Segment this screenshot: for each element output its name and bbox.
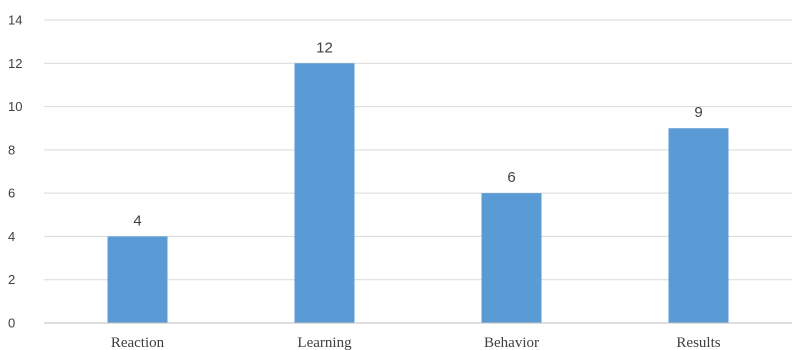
- data-label: 12: [316, 39, 333, 56]
- category-label: Learning: [297, 335, 352, 350]
- category-label: Results: [676, 335, 720, 350]
- y-tick-labels: 0 2 4 6 8 10 12 14: [8, 13, 22, 331]
- y-tick-label: 0: [8, 316, 15, 331]
- bar-learning: [294, 63, 355, 324]
- data-label: 9: [694, 104, 702, 121]
- y-tick-label: 4: [8, 229, 15, 244]
- data-label: 4: [133, 212, 141, 229]
- bar-results: [668, 128, 729, 323]
- bars: [107, 63, 729, 324]
- y-tick-label: 10: [8, 99, 22, 114]
- y-tick-label: 14: [8, 13, 22, 28]
- category-labels: Reaction Learning Behavior Results: [111, 335, 721, 350]
- bar-behavior: [481, 193, 542, 323]
- category-label: Behavior: [484, 335, 539, 350]
- data-label: 6: [507, 169, 515, 186]
- bar-reaction: [107, 236, 168, 323]
- category-label: Reaction: [111, 335, 165, 350]
- y-tick-label: 12: [8, 56, 22, 71]
- gridlines: [44, 19, 792, 281]
- y-tick-label: 6: [8, 186, 15, 201]
- data-labels: 4 12 6 9: [133, 39, 702, 229]
- y-tick-label: 8: [8, 142, 15, 157]
- y-tick-label: 2: [8, 272, 15, 287]
